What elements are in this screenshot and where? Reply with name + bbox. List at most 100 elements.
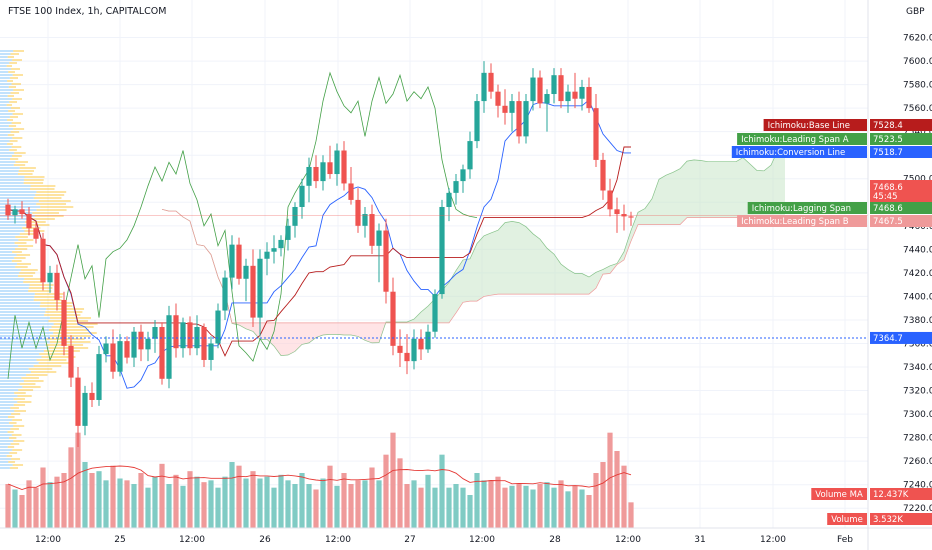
profile-bar-up bbox=[0, 119, 8, 121]
cloud-segment bbox=[372, 322, 379, 343]
candle-body bbox=[488, 72, 494, 92]
volume-bar bbox=[572, 485, 578, 528]
profile-bar-down bbox=[8, 71, 15, 73]
profile-bar-down bbox=[13, 128, 25, 130]
volume-bar bbox=[236, 465, 242, 528]
profile-bar-down bbox=[7, 446, 15, 448]
profile-bar-up bbox=[0, 89, 14, 91]
profile-bar-up bbox=[0, 107, 12, 109]
volume-tag-label: Volume bbox=[831, 515, 863, 525]
profile-bar-up bbox=[0, 410, 15, 412]
volume-ma-line bbox=[7, 465, 632, 490]
profile-bar-down bbox=[9, 467, 19, 469]
cloud-segment bbox=[645, 198, 652, 225]
candle-body bbox=[264, 251, 270, 259]
profile-bar-down bbox=[11, 107, 21, 109]
profile-bar-up bbox=[0, 437, 10, 439]
profile-bar-down bbox=[19, 233, 36, 235]
candle-body bbox=[54, 272, 60, 300]
volume-bar bbox=[194, 476, 200, 528]
y-tick-label: 7560.0 bbox=[903, 104, 932, 114]
profile-bar-down bbox=[49, 341, 91, 343]
volume-bar bbox=[5, 484, 11, 528]
profile-bar-down bbox=[10, 443, 20, 445]
volume-bar bbox=[47, 482, 53, 528]
candle-body bbox=[292, 206, 298, 226]
cloud-segment bbox=[309, 322, 316, 343]
profile-bar-up bbox=[0, 122, 12, 124]
cloud-segment bbox=[540, 239, 547, 295]
profile-bar-up bbox=[0, 146, 12, 148]
y-tick-label: 7600.0 bbox=[903, 57, 932, 67]
candle-body bbox=[173, 315, 179, 349]
candle-body bbox=[257, 258, 263, 318]
y-tick-label: 7260.0 bbox=[903, 457, 932, 467]
lagging-span-line bbox=[7, 71, 478, 379]
profile-bar-down bbox=[13, 164, 26, 166]
volume-bar bbox=[607, 432, 613, 528]
volume-bar bbox=[418, 487, 424, 528]
volume-bar bbox=[145, 487, 151, 528]
profile-bar-down bbox=[7, 95, 15, 97]
profile-bar-up bbox=[0, 239, 19, 241]
volume-bar bbox=[215, 487, 221, 528]
price-line-tag-bg bbox=[870, 331, 932, 344]
candle-body bbox=[530, 77, 536, 102]
candle-body bbox=[110, 343, 116, 372]
legend-tag-label: Ichimoku:Base Line bbox=[768, 121, 850, 131]
profile-bar-up bbox=[0, 347, 49, 349]
x-tick-label: 12:00 bbox=[179, 535, 205, 545]
profile-bar-up bbox=[0, 317, 51, 319]
legend-tag-bg bbox=[870, 119, 932, 131]
profile-bar-up bbox=[0, 389, 19, 391]
volume-bar bbox=[348, 484, 354, 528]
volume-bar bbox=[117, 478, 123, 528]
volume-bar bbox=[285, 480, 291, 528]
profile-bar-up bbox=[0, 98, 13, 100]
profile-bar-down bbox=[35, 215, 64, 217]
volume-bar bbox=[124, 480, 130, 528]
candle-body bbox=[453, 181, 459, 193]
profile-bar-up bbox=[0, 92, 11, 94]
profile-bar-down bbox=[50, 317, 91, 319]
profile-bar-up bbox=[0, 269, 21, 271]
profile-bar-up bbox=[0, 398, 14, 400]
profile-bar-up bbox=[0, 272, 20, 274]
profile-bar-down bbox=[30, 371, 57, 373]
candle-body bbox=[19, 209, 25, 215]
candle-body bbox=[306, 166, 312, 186]
candle-body bbox=[544, 94, 550, 104]
overlays bbox=[0, 215, 868, 339]
profile-bar-down bbox=[19, 383, 36, 385]
y-tick-label: 7360.0 bbox=[903, 339, 932, 349]
cloud-segment bbox=[624, 230, 631, 260]
profile-bar-up bbox=[0, 230, 25, 232]
candle-body bbox=[82, 392, 88, 426]
legend-tag-bg bbox=[763, 119, 867, 131]
profile-bar-up bbox=[0, 134, 8, 136]
legend-tag-bg bbox=[737, 215, 867, 227]
legend-tag-label: Ichimoku:Leading Span A bbox=[741, 135, 849, 145]
candle-body bbox=[439, 206, 445, 295]
profile-bar-up bbox=[0, 233, 20, 235]
profile-bar-up bbox=[0, 413, 12, 415]
profile-bar-up bbox=[0, 143, 8, 145]
cloud-segment bbox=[631, 212, 638, 242]
candle-body bbox=[5, 204, 11, 216]
volume-bar bbox=[19, 495, 25, 528]
profile-bar-up bbox=[0, 245, 19, 247]
volume-bar bbox=[222, 476, 228, 528]
cloud-segment bbox=[771, 149, 778, 218]
profile-bar-down bbox=[24, 176, 45, 178]
volume-bar bbox=[306, 484, 312, 528]
cloud-segment bbox=[603, 265, 610, 275]
profile-bar-up bbox=[0, 179, 25, 181]
y-tick-label: 7340.0 bbox=[903, 363, 932, 373]
cloud-segment bbox=[295, 322, 302, 352]
profile-bar-up bbox=[0, 167, 20, 169]
profile-bar-down bbox=[13, 89, 25, 91]
volume-bar bbox=[530, 489, 536, 528]
profile-bar-down bbox=[7, 143, 13, 145]
profile-bar-up bbox=[0, 80, 8, 82]
